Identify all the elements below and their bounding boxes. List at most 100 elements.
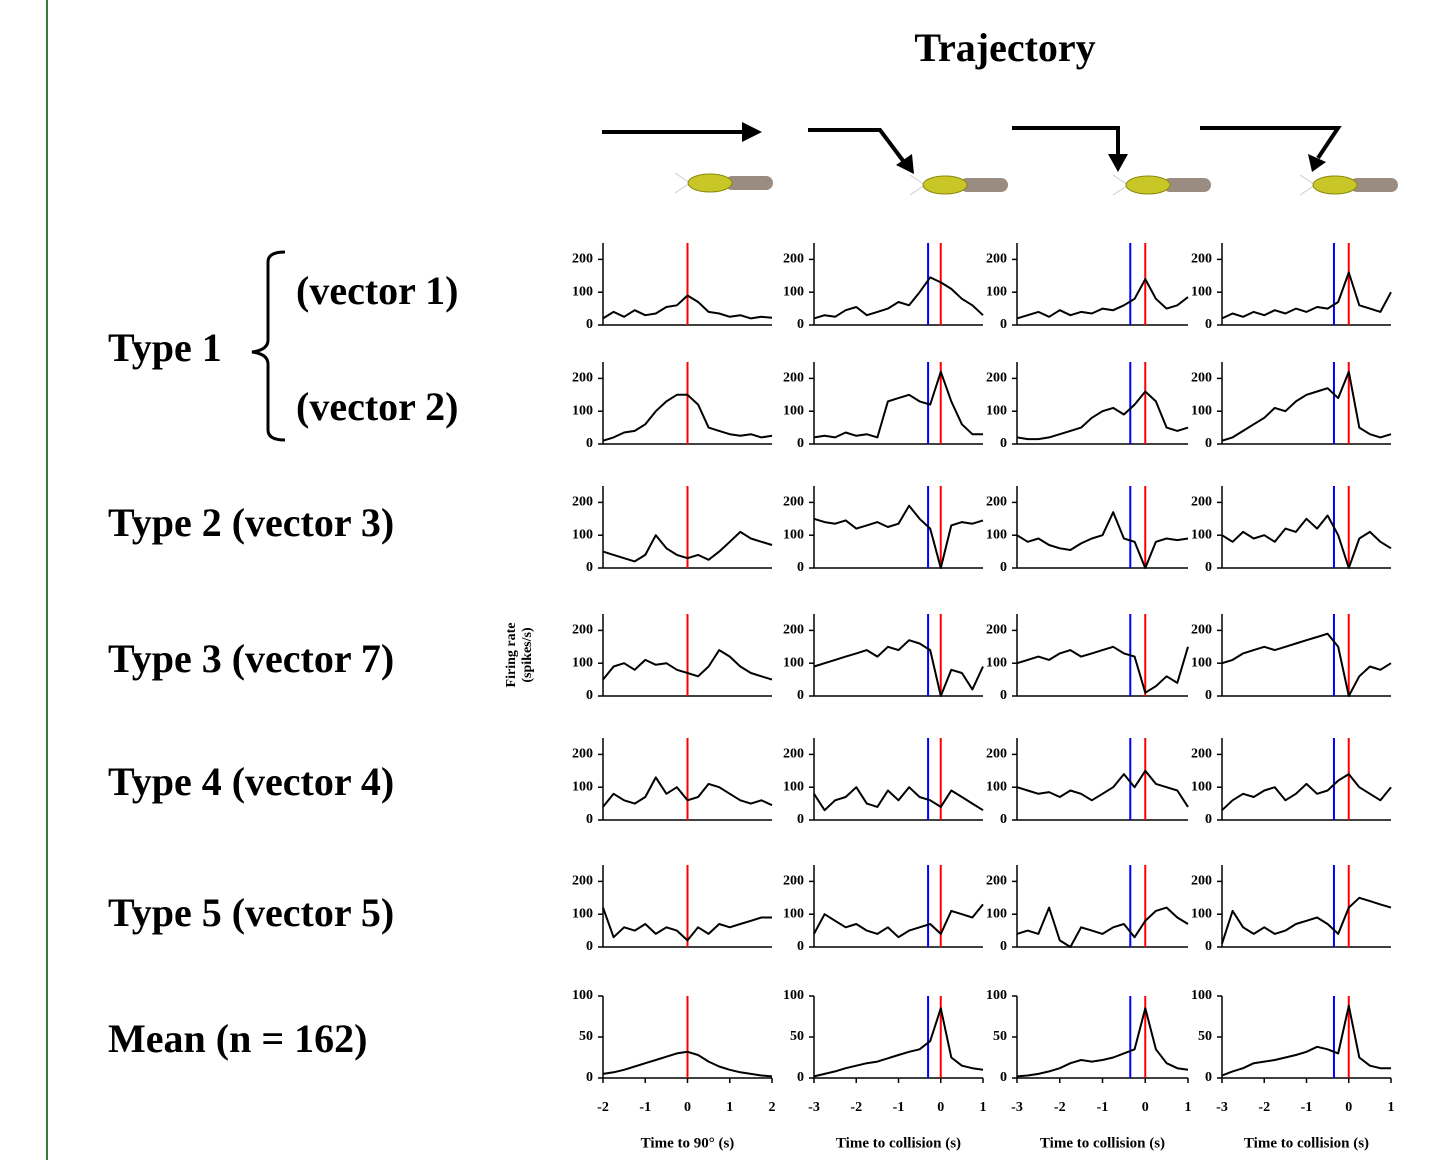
y-tick-label: 50 (579, 1029, 593, 1044)
y-tick-label: 0 (1205, 939, 1212, 954)
y-tick-label: 100 (1191, 655, 1212, 670)
y-tick-label: 100 (572, 988, 593, 1003)
y-tick-label: 0 (1205, 812, 1212, 827)
y-tick-label: 100 (1191, 779, 1212, 794)
y-tick-label: 200 (783, 495, 804, 510)
y-tick-label: 100 (1191, 284, 1212, 299)
x-axis-label: Time to 90° (s) (641, 1135, 735, 1151)
x-tick-label: -1 (1301, 1100, 1313, 1115)
row-label: Type 1 (108, 325, 222, 370)
data-line (1221, 514, 1392, 569)
y-tick-label: 200 (783, 623, 804, 638)
row-label: Type 4 (vector 4) (108, 759, 394, 804)
data-line (602, 907, 772, 942)
row-label: Type 5 (vector 5) (108, 890, 394, 935)
y-tick-label: 0 (586, 688, 593, 703)
y-tick-label: 100 (572, 527, 593, 542)
data-line (1016, 511, 1189, 569)
data-line (813, 370, 983, 439)
y-tick-label: 200 (1191, 874, 1212, 889)
y-tick-label: 200 (1191, 371, 1212, 386)
y-tick-label: 50 (993, 1029, 1007, 1044)
brace (251, 250, 286, 442)
x-tick-label: 1 (726, 1100, 733, 1115)
data-line (602, 393, 773, 442)
y-tick-label: 0 (1000, 317, 1007, 332)
y-tick-label: 0 (1000, 688, 1007, 703)
row-label: Mean (n = 162) (108, 1016, 367, 1061)
x-tick-label: 1 (1185, 1100, 1192, 1115)
x-tick-label: -2 (1258, 1100, 1270, 1115)
y-tick-label: 200 (572, 252, 593, 267)
x-tick-label: -3 (1216, 1100, 1228, 1115)
y-tick-label: 200 (572, 747, 593, 762)
y-tick-label: 100 (783, 779, 804, 794)
data-line (1221, 773, 1392, 811)
y-tick-label: 200 (986, 252, 1007, 267)
insect-icons (674, 172, 1398, 196)
y-tick-label: 0 (1000, 812, 1007, 827)
y-axis-label: (spikes/s) (520, 627, 535, 683)
x-tick-label: -2 (1054, 1100, 1066, 1115)
y-tick-label: 100 (783, 655, 804, 670)
data-line (602, 649, 773, 681)
y-tick-label: 100 (986, 906, 1007, 921)
data-line (602, 530, 773, 563)
trajectory-icons (602, 122, 1342, 174)
y-tick-label: 0 (1205, 317, 1212, 332)
x-tick-label: -3 (808, 1100, 820, 1115)
figure-title: Trajectory (914, 25, 1095, 70)
y-tick-label: 0 (586, 317, 593, 332)
data-line (813, 639, 984, 697)
y-tick-label: 0 (1205, 560, 1212, 575)
x-tick-label: -1 (893, 1100, 905, 1115)
y-tick-label: 100 (572, 284, 593, 299)
data-line (1016, 769, 1189, 808)
data-line (1221, 1004, 1391, 1077)
y-tick-label: 200 (783, 371, 804, 386)
y-tick-label: 0 (797, 317, 804, 332)
x-tick-label: 1 (980, 1100, 987, 1115)
data-line (1221, 896, 1392, 945)
y-tick-label: 100 (783, 403, 804, 418)
x-tick-label: -2 (597, 1100, 609, 1115)
x-tick-label: -1 (639, 1100, 651, 1115)
y-axis-label: Firing rate (504, 623, 519, 688)
y-tick-label: 100 (783, 284, 804, 299)
x-axis-label: Time to collision (s) (1244, 1135, 1369, 1151)
y-tick-label: 0 (1205, 688, 1212, 703)
y-tick-label: 100 (986, 655, 1007, 670)
y-tick-label: 0 (797, 1070, 804, 1085)
x-tick-label: -1 (1097, 1100, 1109, 1115)
y-tick-label: 0 (1205, 1070, 1212, 1085)
y-tick-label: 100 (986, 988, 1007, 1003)
data-line (813, 504, 984, 569)
x-tick-label: 2 (769, 1100, 776, 1115)
x-tick-label: -2 (850, 1100, 862, 1115)
data-line (602, 776, 773, 808)
data-line (1016, 390, 1189, 441)
y-tick-label: 50 (790, 1029, 804, 1044)
row-label: Type 2 (vector 3) (108, 500, 394, 545)
y-tick-label: 0 (586, 812, 593, 827)
y-tick-label: 100 (1191, 403, 1212, 418)
row-label: (vector 2) (296, 384, 459, 429)
x-axis-label: Time to collision (s) (1040, 1135, 1165, 1151)
y-tick-label: 200 (572, 495, 593, 510)
x-tick-label: 0 (1345, 1100, 1352, 1115)
data-line (602, 294, 773, 320)
y-tick-label: 100 (986, 284, 1007, 299)
data-line (813, 786, 984, 812)
x-tick-label: 0 (937, 1100, 944, 1115)
y-tick-label: 0 (586, 436, 593, 451)
y-tick-label: 0 (586, 1070, 593, 1085)
y-tick-label: 200 (986, 495, 1007, 510)
y-tick-label: 50 (1198, 1029, 1212, 1044)
y-tick-label: 0 (586, 939, 593, 954)
data-line (813, 276, 984, 320)
data-line (1016, 1007, 1189, 1078)
y-tick-label: 200 (986, 747, 1007, 762)
y-tick-label: 0 (1000, 436, 1007, 451)
y-tick-label: 200 (1191, 623, 1212, 638)
